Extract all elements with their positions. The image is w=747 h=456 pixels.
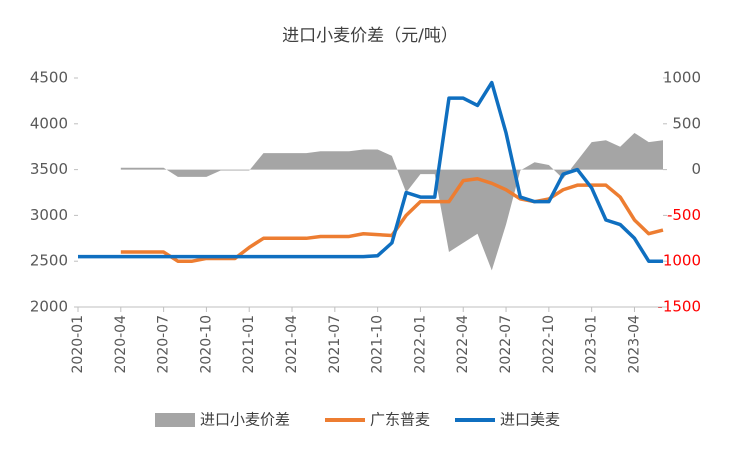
y-tick-label: 2000: [30, 298, 68, 316]
y-tick-label: 4000: [30, 114, 68, 132]
x-tick-label: 2021-07: [327, 315, 343, 374]
area: [120, 132, 664, 271]
x-tick-label: 2022-07: [498, 315, 514, 374]
x-tick-label: 2020-10: [198, 315, 214, 374]
line: [78, 80, 663, 263]
y-tick-label: 3000: [30, 206, 68, 224]
x-tick-label: 2021-04: [284, 315, 300, 374]
x-tick-label: 2022-10: [541, 315, 557, 374]
x-tick-label: 2020-07: [156, 315, 172, 374]
legend-label: 进口美麦: [500, 411, 560, 429]
y-tick-label: 3500: [30, 160, 68, 178]
y2-tick-label: -1500: [657, 298, 701, 316]
legend-swatch: [155, 413, 195, 427]
y2-tick-label: 500: [672, 114, 701, 132]
legend-label: 进口小麦价差: [200, 411, 290, 429]
y2-tick-label: -1000: [657, 252, 701, 270]
x-tick-label: 2020-04: [113, 315, 129, 374]
x-tick-label: 2021-10: [370, 315, 386, 374]
y-tick-label: 2500: [30, 252, 68, 270]
y2-tick-label: 1000: [663, 69, 701, 87]
x-tick-label: 2020-01: [70, 315, 86, 374]
x-tick-label: 2022-04: [455, 315, 471, 374]
x-tick-label: 2021-01: [241, 315, 257, 374]
y-tick-label: 4500: [30, 69, 68, 87]
x-tick-label: 2023-01: [584, 315, 600, 374]
y2-tick-label: -500: [667, 206, 701, 224]
chart-title: 进口小麦价差（元/吨）: [282, 26, 458, 46]
line: [120, 177, 664, 263]
legend-label: 广东普麦: [370, 411, 430, 429]
x-tick-label: 2022-01: [412, 315, 428, 374]
y2-tick-label: 0: [691, 160, 701, 178]
x-tick-label: 2023-04: [626, 315, 642, 374]
